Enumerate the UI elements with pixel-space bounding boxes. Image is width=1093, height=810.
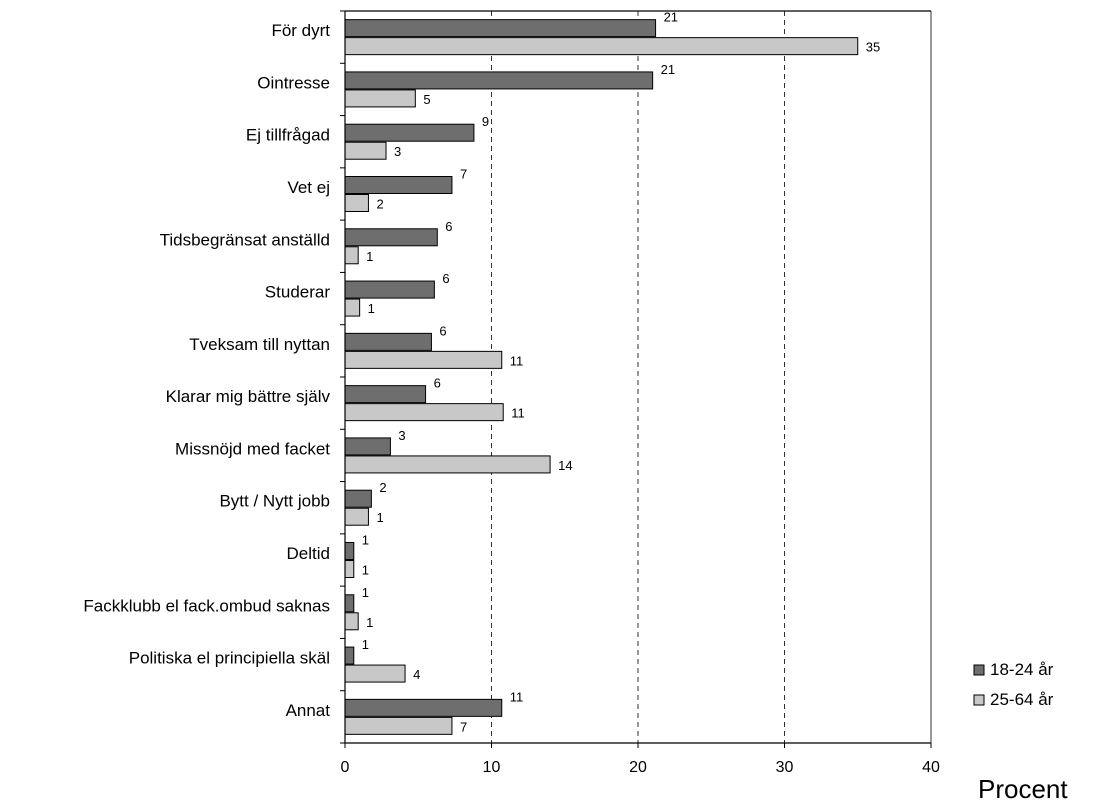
- data-label: 1: [368, 301, 375, 316]
- data-label: 1: [362, 585, 369, 600]
- data-label: 1: [362, 533, 369, 548]
- category-label: Studerar: [265, 283, 331, 302]
- data-label: 3: [398, 428, 405, 443]
- category-label: Vet ej: [287, 178, 330, 197]
- bar-series1: [344, 280, 435, 299]
- bar-series2: [344, 403, 504, 422]
- x-tick-label: 10: [483, 759, 501, 776]
- data-label: 1: [366, 615, 373, 630]
- x-tick-labels: 0 10 20 30 40: [341, 759, 940, 776]
- data-label: 5: [423, 92, 430, 107]
- legend-swatch: [973, 694, 985, 706]
- bar-series1: [344, 176, 453, 194]
- category-label: Klarar mig bättre själv: [166, 387, 331, 406]
- data-label: 11: [511, 406, 524, 421]
- bar-series2: [344, 246, 359, 265]
- bar-series2: [344, 560, 355, 578]
- bar-series1: [344, 71, 654, 90]
- x-tick-label: 30: [776, 759, 794, 776]
- category-label: Fackklubb el fack.ombud saknas: [83, 596, 330, 615]
- category-label: Ej tillfrågad: [246, 126, 330, 145]
- data-label: 6: [445, 219, 452, 234]
- data-label: 4: [413, 667, 420, 682]
- data-label: 11: [510, 353, 524, 368]
- bar-series1: [344, 332, 432, 351]
- bar-series1: [344, 437, 391, 456]
- bar-series1: [344, 646, 355, 665]
- bar-series2: [344, 350, 503, 369]
- bar-series2: [344, 664, 406, 683]
- bar-series2: [344, 194, 369, 212]
- bar-series1: [344, 228, 438, 247]
- data-label: 1: [366, 249, 373, 264]
- bar-series1: [344, 698, 503, 717]
- category-label: Missnöjd med facket: [175, 439, 330, 458]
- category-label: Tveksam till nyttan: [189, 335, 330, 354]
- x-tick-label: 40: [922, 759, 940, 776]
- data-label: 7: [460, 167, 467, 182]
- category-label: Deltid: [287, 544, 330, 563]
- data-label: 21: [661, 62, 675, 77]
- bar-series2: [344, 455, 551, 474]
- legend: 18-24 år 25-64 år: [973, 660, 1054, 709]
- data-label: 1: [376, 510, 383, 525]
- bar-series2: [344, 141, 387, 160]
- bar-series2: [344, 298, 361, 317]
- data-label: 2: [379, 480, 386, 495]
- category-label: Bytt / Nytt jobb: [219, 492, 330, 511]
- category-labels: För dyrt Ointresse Ej tillfrågad Vet ej Tids…: [83, 21, 330, 720]
- bar-series1: [344, 19, 657, 38]
- data-label: 1: [362, 563, 369, 578]
- gridlines: [491, 11, 932, 743]
- data-label: 6: [439, 323, 446, 338]
- data-label: 6: [434, 376, 441, 391]
- bar-series2: [344, 507, 369, 526]
- bar-series1: [344, 489, 372, 508]
- legend-swatch: [973, 664, 985, 676]
- data-label: 9: [482, 114, 489, 129]
- bars: [344, 19, 859, 735]
- category-label: Ointresse: [257, 73, 330, 92]
- data-label: 1: [362, 637, 369, 652]
- category-label: För dyrt: [271, 21, 330, 40]
- data-label: 11: [510, 689, 524, 704]
- bar-series1: [344, 542, 355, 560]
- x-tick-label: 20: [629, 759, 647, 776]
- axes: [340, 10, 932, 748]
- bar-series1: [344, 594, 355, 613]
- data-label: 6: [442, 271, 449, 286]
- data-label: 7: [460, 719, 467, 734]
- x-tick-label: 0: [341, 759, 350, 776]
- x-axis-unit-label: Procent: [978, 774, 1068, 804]
- bar-series1: [344, 123, 475, 142]
- bar-series2: [344, 716, 453, 735]
- legend-label: 18-24 år: [990, 660, 1054, 679]
- category-label: Annat: [286, 701, 331, 720]
- data-label: 35: [866, 40, 880, 55]
- bar-series2: [344, 612, 359, 631]
- bar-series1: [344, 385, 427, 404]
- legend-label: 25-64 år: [990, 690, 1054, 709]
- bar-series2: [344, 37, 859, 56]
- category-label: Politiska el principiella skäl: [129, 649, 330, 668]
- data-label: 21: [664, 10, 678, 25]
- data-label: 2: [376, 197, 383, 212]
- data-label: 14: [558, 458, 572, 473]
- data-label: 3: [394, 144, 401, 159]
- category-label: Tidsbegränsat anställd: [160, 230, 330, 249]
- bar-series2: [344, 89, 416, 108]
